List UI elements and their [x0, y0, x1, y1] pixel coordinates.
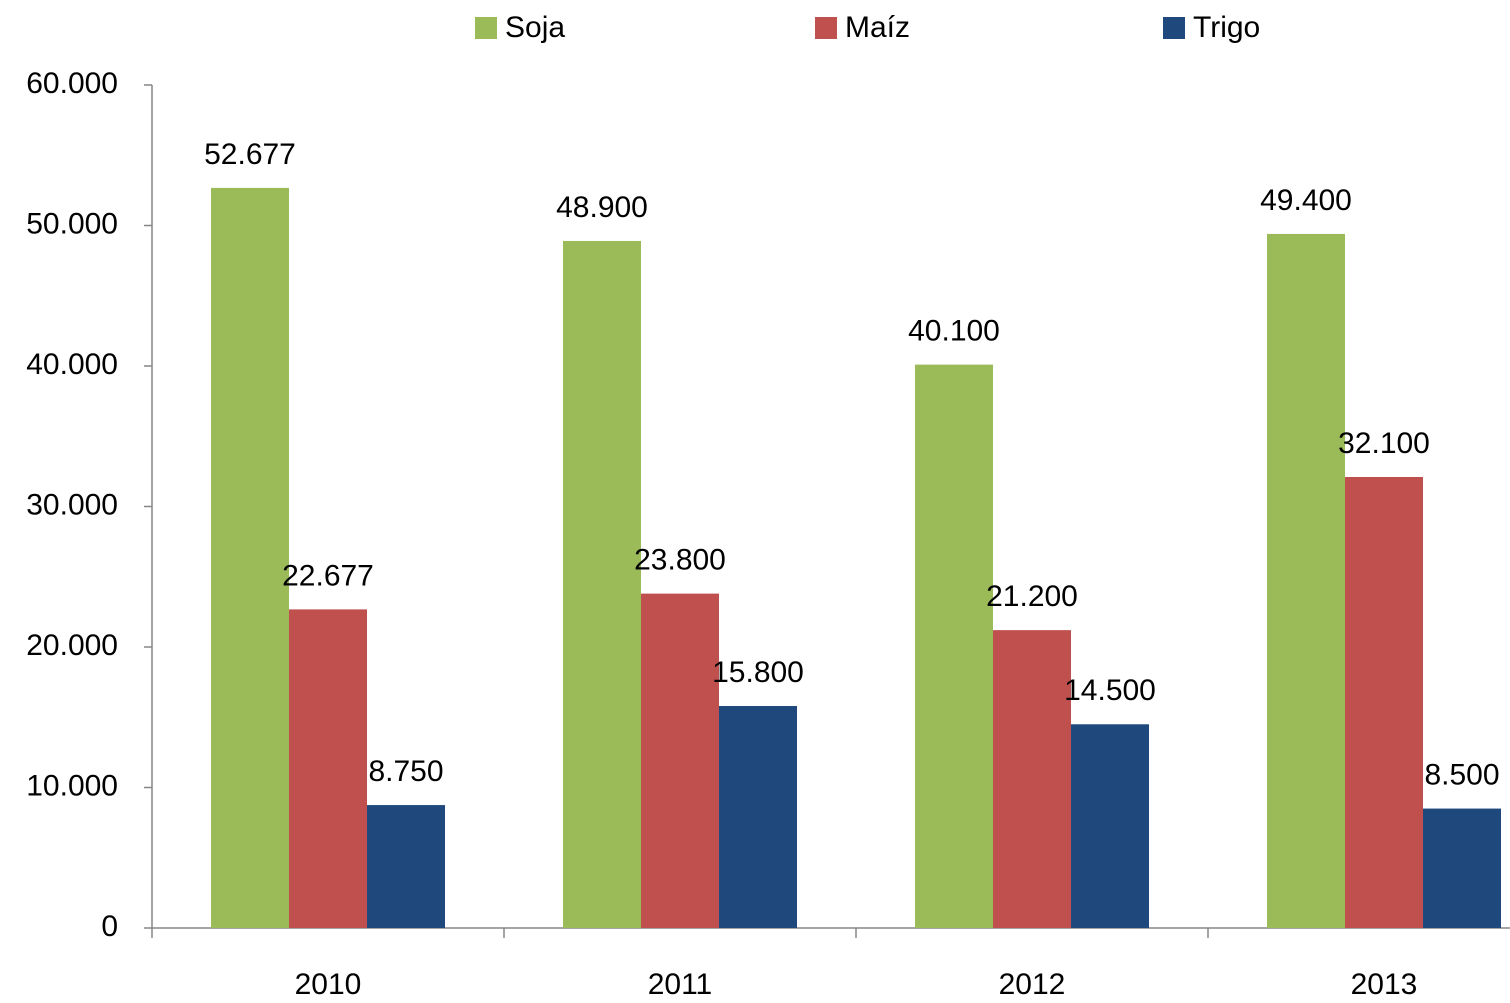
bar	[915, 364, 993, 929]
value-label: 40.100	[908, 315, 1000, 348]
value-label: 32.100	[1338, 427, 1430, 460]
legend-label: Soja	[505, 11, 565, 44]
value-label: 52.677	[204, 138, 296, 171]
bar	[641, 593, 719, 928]
y-tick-label: 60.000	[26, 67, 118, 100]
x-tick-label: 2011	[648, 968, 713, 1001]
y-tick-label: 50.000	[26, 207, 118, 240]
value-label: 8.500	[1424, 758, 1499, 791]
x-tick-label: 2013	[1351, 968, 1418, 1001]
x-tick-label: 2012	[999, 968, 1066, 1001]
value-label: 48.900	[556, 191, 648, 224]
bar	[1267, 233, 1345, 928]
legend-swatch	[475, 17, 497, 39]
legend-label: Maíz	[845, 11, 910, 44]
bar	[289, 609, 367, 928]
bar	[563, 240, 641, 928]
value-label: 15.800	[712, 656, 804, 689]
bar	[1423, 808, 1501, 928]
value-label: 49.400	[1260, 184, 1352, 217]
x-tick-label: 2010	[295, 968, 362, 1001]
y-tick-label: 20.000	[26, 629, 118, 662]
bar	[367, 805, 445, 928]
value-label: 23.800	[634, 544, 726, 577]
bar	[1345, 476, 1423, 928]
y-tick-label: 10.000	[26, 769, 118, 802]
value-label: 21.200	[986, 580, 1078, 613]
legend-swatch	[815, 17, 837, 39]
bar	[993, 630, 1071, 928]
value-label: 14.500	[1064, 674, 1156, 707]
legend-swatch	[1163, 17, 1185, 39]
y-tick-label: 30.000	[26, 488, 118, 521]
value-label: 22.677	[282, 559, 374, 592]
y-tick-label: 0	[101, 910, 118, 943]
value-label: 8.750	[368, 755, 443, 788]
y-tick-label: 40.000	[26, 348, 118, 381]
bar	[719, 706, 797, 928]
bar	[1071, 724, 1149, 928]
bar	[211, 187, 289, 928]
legend-label: Trigo	[1193, 11, 1260, 44]
